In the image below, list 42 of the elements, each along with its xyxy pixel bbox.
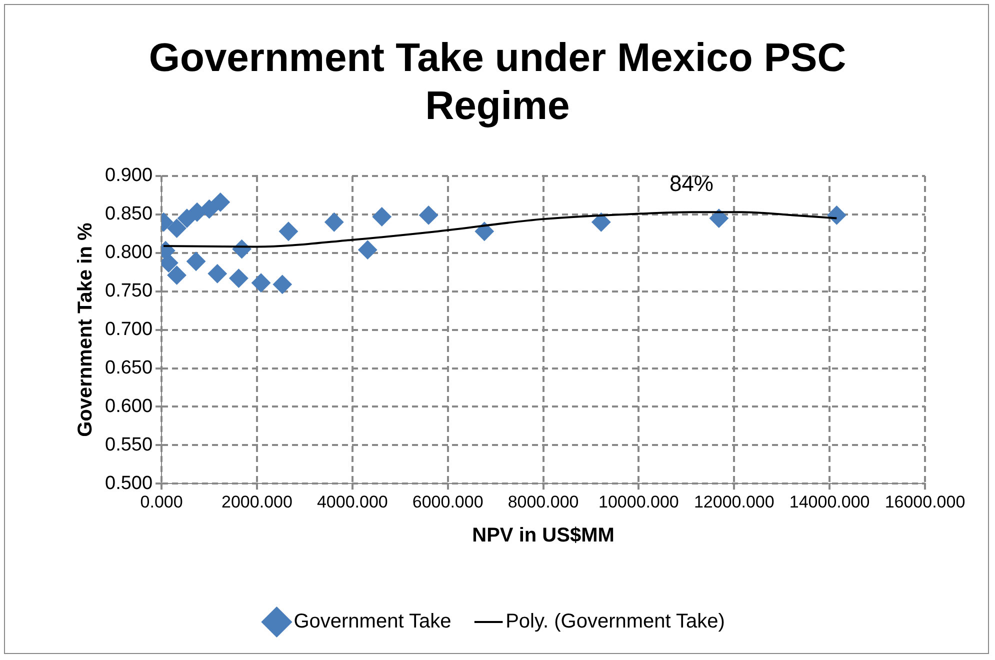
point — [419, 206, 438, 225]
y-tick-label: 0.800 — [105, 242, 153, 264]
point — [167, 266, 186, 285]
annotation: 84% — [669, 171, 714, 196]
point — [252, 273, 271, 292]
point — [167, 218, 186, 238]
point — [358, 240, 378, 260]
point — [186, 252, 206, 271]
x-tick-label: 4000.000 — [316, 492, 388, 512]
x-tick-label: 12000.000 — [694, 492, 774, 512]
x-tick-label: 8000.000 — [508, 492, 579, 512]
x-tick-label: 6000.000 — [412, 492, 484, 512]
x-tick-label: 10000.000 — [598, 492, 679, 512]
chart-title: Government Take under Mexico PSC Regime — [148, 36, 846, 128]
y-tick-label: 0.500 — [105, 472, 153, 494]
y-tick-label: 0.850 — [105, 204, 153, 225]
x-tick-label: 14000.000 — [789, 492, 870, 512]
point — [372, 207, 392, 226]
point — [200, 200, 219, 219]
point — [827, 206, 846, 225]
point — [208, 264, 227, 284]
y-tick-label: 0.700 — [105, 319, 153, 340]
y-tick-label: 0.650 — [105, 357, 153, 378]
point — [229, 268, 248, 288]
y-tick-label: 0.750 — [105, 280, 153, 302]
point — [324, 212, 344, 232]
point — [474, 222, 494, 241]
y-axis-title: Government Take in % — [74, 222, 97, 437]
x-tick-label: 2000.000 — [222, 492, 292, 512]
legend-label: Poly. (Government Take) — [506, 610, 725, 633]
x-tick-label: 0.000 — [140, 492, 183, 512]
point — [210, 192, 230, 212]
x-tick-label: 16000.000 — [884, 492, 966, 512]
legend-label: Government Take — [294, 610, 452, 633]
point — [709, 208, 728, 228]
point — [592, 212, 611, 232]
point — [278, 222, 298, 241]
x-axis-title: NPV in US$MM — [472, 524, 614, 547]
y-tick-label: 0.600 — [105, 396, 153, 417]
y-tick-label: 0.900 — [105, 165, 153, 186]
y-tick-label: 0.550 — [105, 434, 153, 456]
point — [272, 274, 292, 294]
